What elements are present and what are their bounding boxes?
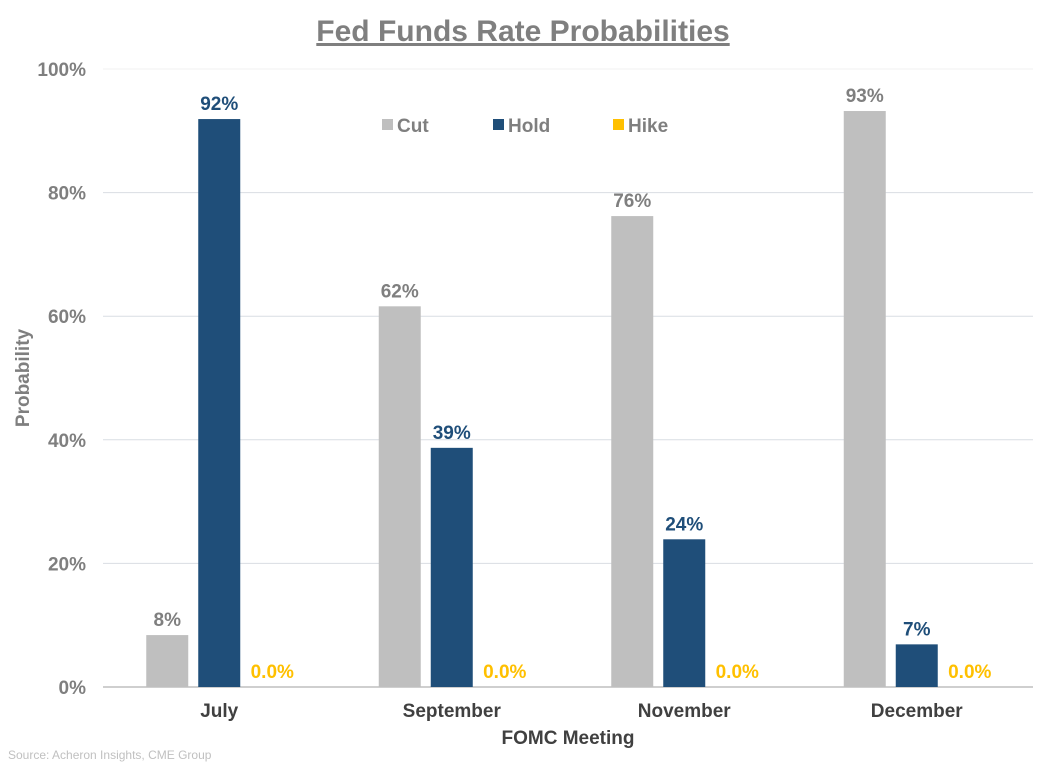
data-label-hike: 0.0%: [251, 662, 294, 683]
x-axis-ticks: July September November December: [200, 701, 963, 722]
bar-cut: [843, 111, 886, 688]
y-tick-label: 60%: [48, 307, 86, 328]
chart-title: Fed Funds Rate Probabilities: [316, 15, 729, 48]
data-label-cut: 76%: [613, 191, 651, 212]
y-axis-title: Probability: [13, 328, 34, 427]
data-label-hike: 0.0%: [716, 662, 759, 683]
bar-hold: [663, 539, 706, 687]
data-labels: 8% 92% 0.0% 62% 39% 0.0% 76% 24% 0.0% 93% 7% 0.0%: [154, 86, 992, 683]
y-axis-ticks: 0% 20% 40% 60% 80% 100%: [37, 60, 86, 699]
legend-item-hold: Hold: [493, 116, 550, 137]
bars: [146, 111, 938, 688]
x-tick-label: November: [638, 701, 732, 722]
y-tick-label: 100%: [37, 60, 86, 81]
y-tick-label: 80%: [48, 184, 86, 205]
data-label-hold: 39%: [433, 423, 471, 444]
data-label-hike: 0.0%: [948, 662, 991, 683]
x-tick-label: December: [871, 701, 963, 722]
bar-cut: [146, 635, 189, 687]
x-tick-label: July: [200, 701, 238, 722]
legend: Cut Hold Hike: [382, 116, 668, 137]
gridlines: [103, 68, 1033, 688]
source-note: Source: Acheron Insights, CME Group: [8, 748, 212, 762]
data-label-hike: 0.0%: [483, 662, 526, 683]
legend-label-hike: Hike: [628, 116, 668, 137]
bar-cut: [378, 306, 421, 687]
data-label-cut: 8%: [154, 610, 182, 631]
legend-label-hold: Hold: [508, 116, 550, 137]
legend-item-hike: Hike: [613, 116, 668, 137]
data-label-hold: 24%: [665, 514, 703, 535]
x-tick-label: September: [403, 701, 502, 722]
legend-item-cut: Cut: [382, 116, 429, 137]
legend-swatch-hold: [493, 119, 504, 130]
bar-hold: [895, 644, 938, 687]
legend-swatch-hike: [613, 119, 624, 130]
bar-hold: [198, 119, 241, 688]
y-tick-label: 40%: [48, 431, 86, 452]
data-label-cut: 93%: [846, 86, 884, 107]
bar-hold: [430, 447, 473, 687]
data-label-hold: 92%: [200, 94, 238, 115]
legend-label-cut: Cut: [397, 116, 429, 137]
x-axis-title: FOMC Meeting: [502, 728, 635, 749]
data-label-cut: 62%: [381, 281, 419, 302]
bar-cut: [611, 216, 654, 688]
data-label-hold: 7%: [903, 619, 931, 640]
y-tick-label: 0%: [59, 678, 87, 699]
y-tick-label: 20%: [48, 554, 86, 575]
legend-swatch-cut: [382, 119, 393, 130]
